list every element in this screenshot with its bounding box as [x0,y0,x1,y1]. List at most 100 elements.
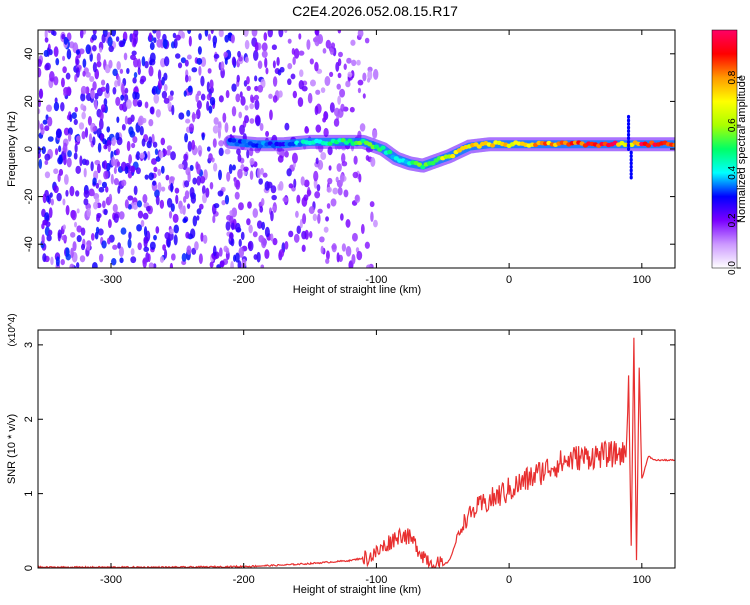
spectrogram-noise-cell [231,83,237,92]
spectrogram-streak-cell [626,118,631,123]
spectrogram-noise-cell [162,244,166,251]
spectrogram-noise-cell [175,34,181,41]
spectrogram-noise-cell [191,67,198,73]
spectrogram-noise-cell [156,30,161,40]
spectrogram-noise-cell [178,163,184,170]
spectrogram-noise-cell [254,42,259,52]
ridge-cell [380,145,386,150]
spectrogram-noise-cell [218,169,222,181]
spectrogram-noise-cell [213,162,218,172]
spectrogram-noise-cell [246,149,250,159]
x-tick-label: -200 [233,274,255,286]
spectrogram-noise-cell [208,105,213,114]
spectrogram-noise-cell [130,248,135,256]
spectrogram-noise-cell [76,235,82,243]
spectrogram-noise-cell [55,256,60,267]
spectrogram-noise-cell [80,103,85,111]
spectrogram-noise-cell [118,40,124,48]
spectrogram-noise-cell [142,193,148,204]
spectrogram-noise-cell [373,219,378,228]
spectrogram-noise-cell [288,183,294,189]
spectrogram-noise-cell [231,222,235,231]
spectrogram-noise-cell [209,181,214,190]
x-tick-label: 100 [633,274,651,286]
spectrogram-noise-cell [209,261,214,268]
spectrogram-noise-cell [264,57,268,69]
ridge-cell [450,153,456,159]
spectrogram-noise-cell [345,245,352,257]
spectrogram-noise-cell [186,245,192,255]
spectrogram-noise-cell [86,207,92,218]
spectrogram-noise-cell [112,203,118,213]
spectrogram-noise-cell [302,213,307,225]
y-tick-label: 2 [23,416,35,422]
spectrogram-noise-cell [293,233,300,243]
ridge-cell [231,138,237,143]
spectrogram-noise-cell [314,105,319,116]
spectrogram-noise-cell [126,68,130,74]
spectrogram-noise-cell [315,30,320,37]
spectrogram-noise-cell [218,147,224,157]
spectrogram-noise-cell [144,101,149,109]
spectrogram-noise-cell [152,141,158,148]
spectrogram-noise-cell [106,237,111,245]
spectrogram-noise-cell [185,118,191,124]
spectrogram-noise-cell [145,205,151,212]
spectrogram-noise-cell [75,67,80,78]
spectrogram-noise-cell [97,179,102,186]
spectrogram-noise-cell [184,190,190,200]
spectrogram-noise-cell [111,137,116,147]
spectrogram-noise-cell [79,30,84,39]
colorbar: 0.0 0.2 0.4 0.6 0.8 Normalized spectral ampl… [711,29,748,275]
spectrogram-noise-cell [149,52,156,63]
spectrogram-noise-cell [206,81,210,93]
spectrogram-noise-cell [44,125,50,132]
spectrogram-noise-cell [108,59,113,69]
spectrogram-noise-cell [224,194,230,205]
spectrogram-noise-cell [238,202,244,211]
spectrogram-noise-cell [160,137,166,146]
spectrogram-noise-cell [237,260,242,268]
spectrogram-noise-cell [75,58,80,66]
spectrogram-noise-cell [121,179,127,187]
ridge-cell [367,142,373,147]
spectrogram-noise-cell [94,92,99,100]
y-tick-label: 40 [23,48,35,60]
spectrogram-noise-cell [46,234,52,242]
x-tick-label: 0 [506,574,512,586]
spectrogram-noise-cell [67,133,72,142]
spectrogram-noise-cell [82,70,86,77]
spectrogram-noise-cell [218,140,225,147]
spectrogram-noise-cell [343,63,347,70]
spectrogram-noise-cell [303,179,310,188]
snr-y-axis-label: SNR (10 * v/v) [6,414,18,484]
spectrogram-noise-cell [313,170,319,182]
ridge-cell [327,141,333,146]
spectrogram-noise-cell [225,247,230,254]
spectrogram-noise-cell [225,90,230,99]
spectrogram-noise-cell [229,210,233,216]
spectrogram-noise-cell [92,30,97,36]
spectrogram-noise-cell [79,155,83,167]
spectrogram-streak-cell [629,171,633,176]
colorbar-tick-label: 0.6 [727,118,738,132]
spectrogram-noise-cell [230,260,234,268]
spectrogram-noise-cell [136,200,143,208]
spectrogram-noise-cell [268,93,273,99]
spectrogram-noise-cell [153,93,160,104]
ridge-cell [234,141,240,147]
spectrogram-noise-cell [143,246,150,253]
spectrogram-noise-cell [92,126,98,132]
spectrogram-noise-cell [240,96,246,106]
spectrogram-noise-cell [141,138,146,147]
spectrogram-streak-cell [626,147,631,151]
spectrogram-noise-cell [141,56,146,67]
spectrogram-noise-cell [65,253,71,261]
spectrogram-noise-cell [200,75,205,87]
spectrogram-noise-cell [63,154,67,166]
spectrogram-noise-cell [38,108,41,115]
spectrogram-noise-cell [180,57,187,64]
spectrogram-noise-cell [249,94,254,103]
spectrogram-noise-cell [148,118,154,127]
spectrogram-noise-cell [325,39,332,49]
